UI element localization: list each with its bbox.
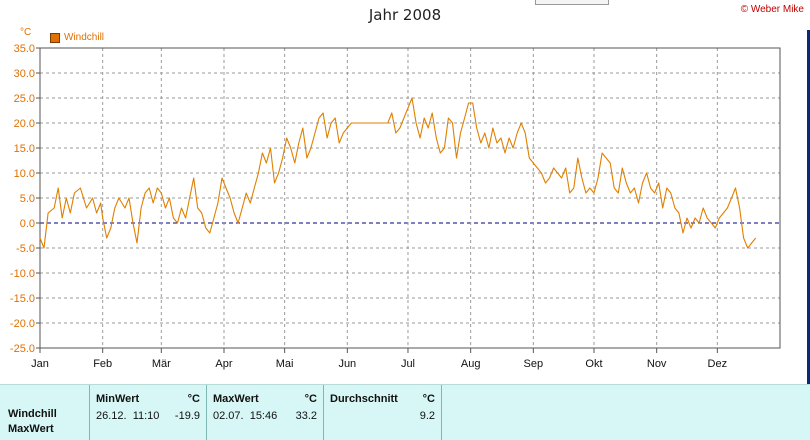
stats-min-header: MinWert	[96, 393, 140, 405]
top-edit-box	[535, 0, 609, 5]
y-tick-label: 5.0	[20, 193, 35, 205]
y-tick-label: 20.0	[14, 118, 35, 130]
windchill-chart: 35.0 30.0 25.0 20.0 15.0 10.0 5.0 0.0 -5.0 -10.0 -…	[10, 43, 781, 370]
y-tick-label: -25.0	[10, 343, 35, 355]
x-tick-label: Aug	[461, 358, 481, 370]
stats-panel: Windchill MaxWert MinWert °C 26.12. 11:1…	[0, 384, 810, 440]
legend-label-windchill: Windchill	[64, 32, 105, 43]
stats-column-max: MaxWert °C 02.07. 15:46 33.2	[206, 385, 323, 440]
copyright-label: © Weber Mike	[740, 4, 804, 15]
stats-row-label-windchill: Windchill	[8, 408, 57, 420]
stats-max-value: 33.2	[295, 410, 317, 422]
x-tick-label: Feb	[93, 358, 112, 370]
stats-row-label-maxwert: MaxWert	[8, 423, 54, 435]
x-tick-label: Jun	[338, 358, 356, 370]
y-tick-label: 0.0	[20, 218, 35, 230]
x-tick-label: Okt	[585, 358, 602, 370]
y-axis-unit-label: °C	[20, 27, 32, 38]
x-tick-label: Dez	[708, 358, 728, 370]
x-tick-label: Jan	[31, 358, 49, 370]
x-tick-label: Nov	[647, 358, 667, 370]
y-tick-label: -5.0	[16, 243, 35, 255]
x-tick-label: Mär	[152, 358, 171, 370]
stats-max-header: MaxWert	[213, 393, 259, 405]
stats-min-date: 26.12. 11:10	[96, 410, 160, 422]
stats-min-value: -19.9	[174, 410, 200, 422]
stats-column-divider	[441, 385, 443, 440]
stats-column-avg: Durchschnitt °C 9.2	[323, 385, 441, 440]
y-tick-label: 35.0	[14, 43, 35, 55]
x-tick-label: Jul	[401, 358, 415, 370]
window-edge-strip	[807, 30, 810, 384]
stats-max-date: 02.07. 15:46	[213, 410, 278, 422]
stats-row-labels: Windchill MaxWert	[8, 407, 57, 437]
stats-min-unit: °C	[187, 393, 200, 405]
chart-title: Jahr 2008	[368, 6, 442, 24]
y-tick-label: 10.0	[14, 168, 35, 180]
y-tick-label: 25.0	[14, 93, 35, 105]
y-tick-label: 30.0	[14, 68, 35, 80]
x-tick-label: Mai	[276, 358, 294, 370]
series-line-windchill	[39, 97, 757, 249]
plot-frame	[39, 47, 781, 349]
stats-column-min: MinWert °C 26.12. 11:10 -19.9	[89, 385, 206, 440]
stats-max-unit: °C	[304, 393, 317, 405]
chart-area: 35.0 30.0 25.0 20.0 15.0 10.0 5.0 0.0 -5.0 -10.0 -…	[10, 0, 810, 384]
legend: Windchill	[50, 32, 104, 43]
y-tick-label: 15.0	[14, 143, 35, 155]
y-tick-label: -10.0	[10, 268, 35, 280]
stats-avg-unit: °C	[422, 393, 435, 405]
x-tick-label: Apr	[215, 358, 232, 370]
x-tick-label: Sep	[524, 358, 544, 370]
stats-avg-header: Durchschnitt	[330, 393, 398, 405]
stats-avg-value: 9.2	[419, 410, 435, 422]
y-tick-label: -20.0	[10, 318, 35, 330]
y-tick-label: -15.0	[10, 293, 35, 305]
legend-swatch-windchill	[50, 32, 60, 43]
